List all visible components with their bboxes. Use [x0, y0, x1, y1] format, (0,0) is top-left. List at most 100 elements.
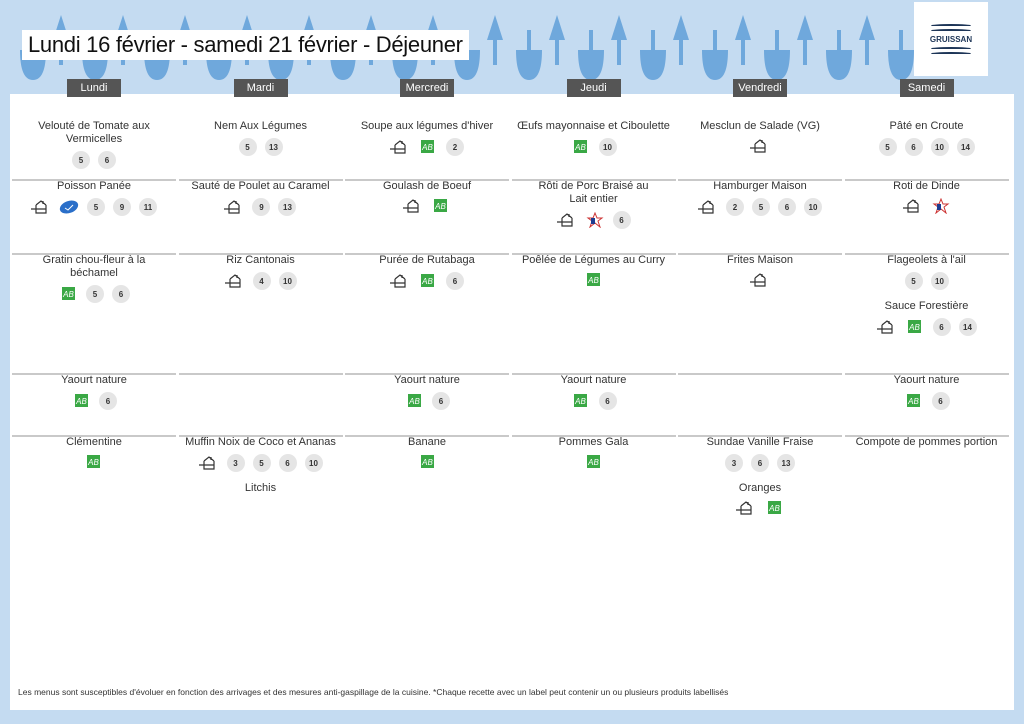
menu-slot: Rôti de Porc Braisé au Lait entier 6: [512, 180, 676, 239]
dish: Sauce Forestière AB 6 14: [876, 300, 977, 336]
day-column-samedi: Samedi Pâté en Croute 5 6 10 14 Roti de Dinde F…: [844, 79, 1009, 694]
allergen-badge: 6: [931, 392, 950, 410]
allergen-badge: 10: [304, 454, 323, 472]
menu-slot: Goulash de Boeuf AB: [345, 180, 509, 224]
dish: Muffin Noix de Coco et Ananas 3 5 6 10: [185, 436, 336, 472]
dish: Yaourt nature AB 6: [893, 374, 960, 410]
menu-slot: Gratin chou-fleur à la béchamel AB 5 6: [12, 254, 176, 313]
menu-slot: Compote de pommes portion: [845, 436, 1009, 459]
menu-slot: Velouté de Tomate aux Vermicelles 5 6: [12, 120, 176, 179]
menu-slot: Purée de Rutabaga AB 6: [345, 254, 509, 300]
allergen-badge: 6: [751, 454, 769, 472]
allergen-badge: 10: [278, 272, 297, 290]
deco-shape: [673, 15, 689, 65]
svg-text:AB: AB: [422, 143, 434, 152]
deco-shape: [611, 15, 627, 65]
row-divider: [844, 373, 1009, 375]
house-label-icon: [736, 500, 756, 516]
svg-text:AB: AB: [435, 202, 447, 211]
menu-slot: Mesclun de Salade (VG): [678, 120, 842, 164]
allergen-badge: 6: [98, 151, 116, 169]
house-label-icon: [750, 138, 770, 154]
bio-label-icon: AB: [58, 286, 78, 302]
deco-shape: [888, 30, 914, 80]
allergen-badge: 5: [72, 151, 90, 169]
menu-slot: Yaourt nature AB 6: [845, 374, 1009, 420]
allergen-badge: 3: [226, 454, 245, 472]
allergen-badge: 3: [725, 454, 743, 472]
footer-note: Les menus sont susceptibles d'évoluer en…: [18, 687, 729, 697]
row-divider: [345, 373, 509, 375]
allergen-badge: 10: [930, 138, 949, 156]
dish-name: Pommes Gala: [558, 436, 629, 448]
dish: Sauté de Poulet au Caramel 9 13: [191, 180, 330, 216]
menu-slot: Frites Maison: [678, 254, 842, 298]
dish-name: Muffin Noix de Coco et Ananas: [185, 436, 336, 448]
allergen-badge: 5: [752, 198, 770, 216]
dish: Roti de Dinde: [893, 180, 960, 214]
row-divider: [511, 179, 676, 181]
house-label-icon: [31, 199, 51, 215]
house-label-icon: [750, 272, 770, 288]
row-divider: [178, 435, 343, 437]
day-header: Vendredi: [733, 79, 787, 97]
allergen-badge: 6: [598, 392, 617, 410]
dish: Velouté de Tomate aux Vermicelles 5 6: [29, 120, 159, 169]
row-divider: [12, 253, 176, 255]
allergen-badge: 6: [112, 285, 130, 303]
bio-label-icon: AB: [418, 139, 438, 155]
svg-text:AB: AB: [421, 458, 433, 467]
dish-name: Purée de Rutabaga: [379, 254, 475, 266]
allergen-badge: 10: [804, 198, 822, 216]
house-label-icon: [389, 273, 410, 289]
bio-label-icon: AB: [404, 393, 424, 409]
dish: Pâté en Croute 5 6 10 14: [878, 120, 975, 156]
menu-slot: Poisson Panée 5 9 11: [12, 180, 176, 226]
svg-text:AB: AB: [908, 323, 920, 332]
bio-label-icon: AB: [71, 393, 91, 409]
house-label-icon: [389, 139, 410, 155]
house-label-icon: [402, 198, 423, 214]
dish: Nem Aux Légumes 5 13: [214, 120, 307, 156]
row-divider: [844, 179, 1009, 181]
house-label-icon: [876, 319, 897, 335]
day-header: Jeudi: [566, 79, 621, 97]
dish-name: Soupe aux légumes d'hiver: [360, 120, 494, 132]
day-column-mardi: Mardi Nem Aux Légumes 5 13 Sauté de Poulet a…: [178, 79, 343, 694]
house-label-icon: [902, 198, 923, 214]
menu-slot: Clémentine AB: [12, 436, 176, 480]
dish-name: Oranges: [738, 482, 782, 494]
menu-slot: Poêlée de Légumes au Curry AB: [512, 254, 676, 298]
dish-name: Rôti de Porc Braisé au Lait entier: [538, 180, 649, 205]
dish-name: Yaourt nature: [893, 374, 960, 386]
dish-name: Sauce Forestière: [884, 300, 969, 312]
menu-slot: Sundae Vanille Fraise 3 6 13 Oranges AB: [678, 436, 842, 526]
menu-slot: Sauté de Poulet au Caramel 9 13: [179, 180, 343, 226]
deco-shape: [797, 15, 813, 65]
dish: Gratin chou-fleur à la béchamel AB 5 6: [29, 254, 159, 303]
day-column-lundi: Lundi Velouté de Tomate aux Vermicelles 5 6…: [12, 79, 176, 694]
gruissan-logo: GRUISSAN: [914, 2, 988, 76]
day-column-mercredi: Mercredi Soupe aux légumes d'hiver AB 2 Goul…: [345, 79, 509, 694]
row-divider: [345, 435, 509, 437]
row-divider: [178, 373, 343, 375]
dish: Hamburger Maison 2 5 6 10: [698, 180, 822, 216]
allergen-badge: 10: [598, 138, 617, 156]
dish-name: Yaourt nature: [560, 374, 627, 386]
allergen-badge: 5: [878, 138, 897, 156]
row-divider: [511, 373, 676, 375]
row-divider: [12, 179, 176, 181]
allergen-badge: 13: [278, 198, 297, 216]
row-divider: [511, 435, 676, 437]
dish: Frites Maison: [727, 254, 793, 288]
dish: Pommes Gala AB: [558, 436, 629, 470]
dish: Rôti de Porc Braisé au Lait entier 6: [529, 180, 659, 229]
day-column-jeudi: Jeudi Œufs mayonnaise et Ciboulette AB 10 Rô…: [511, 79, 676, 694]
svg-text:AB: AB: [587, 458, 599, 467]
dish-name: Yaourt nature: [394, 374, 460, 386]
dish: Oranges AB: [736, 482, 784, 516]
allergen-badge: 9: [252, 198, 271, 216]
dish: Yaourt nature AB 6: [560, 374, 627, 410]
menu-grid: Lundi Velouté de Tomate aux Vermicelles 5 6…: [10, 79, 1014, 710]
day-header: Lundi: [67, 79, 121, 97]
